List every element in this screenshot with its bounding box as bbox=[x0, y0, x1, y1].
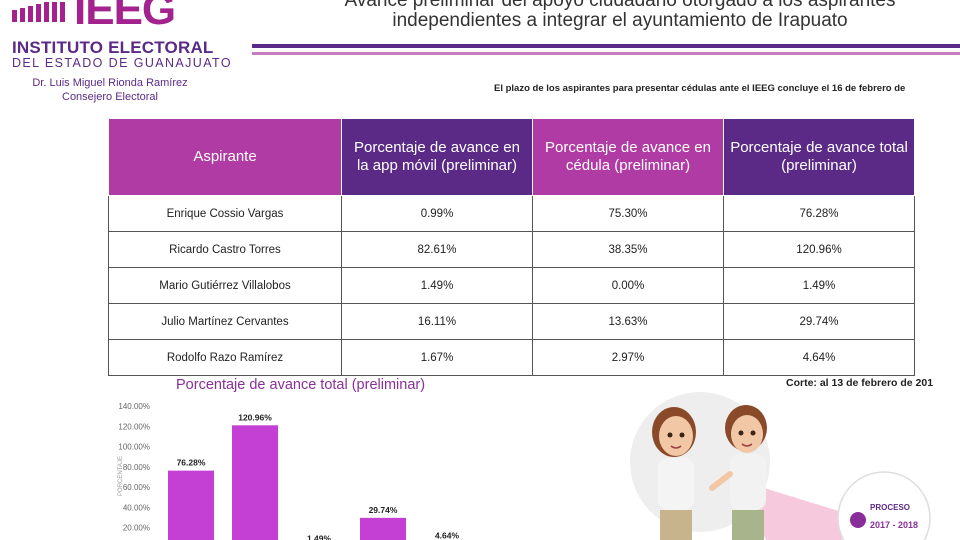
cell-cedula: 38.35% bbox=[532, 231, 724, 268]
table-row: Mario Gutiérrez Villalobos 1.49% 0.00% 1… bbox=[108, 267, 915, 304]
cell-cedula: 0.00% bbox=[532, 267, 724, 304]
y-tick-label: 80.00% bbox=[123, 463, 150, 472]
badge-text-1: PROCESO bbox=[870, 503, 910, 512]
chart-bar bbox=[232, 425, 278, 540]
cell-total: 120.96% bbox=[723, 231, 915, 268]
title-divider-dark bbox=[252, 44, 960, 48]
header-app: Porcentaje de avance en la app móvil (pr… bbox=[341, 118, 533, 196]
page-title-line-1: Avance preliminar del apoyo ciudadano ot… bbox=[344, 0, 896, 11]
pointing-arm-icon bbox=[709, 471, 733, 491]
page-title-line-2: independientes a integrar el ayuntamient… bbox=[392, 10, 848, 31]
person-role: Consejero Electoral bbox=[62, 91, 158, 103]
cell-name: Enrique Cossio Vargas bbox=[108, 195, 342, 232]
cell-name: Julio Martínez Cervantes bbox=[108, 303, 342, 340]
cell-cedula: 75.30% bbox=[532, 195, 724, 232]
y-tick-label: 20.00% bbox=[123, 524, 150, 533]
bar-data-label: 76.28% bbox=[177, 458, 206, 468]
bar-data-label: 120.96% bbox=[238, 412, 272, 422]
progress-table: Aspirante Porcentaje de avance en la app… bbox=[108, 118, 915, 376]
characters-illustration: PROCESO 2017 - 2018 bbox=[630, 392, 931, 540]
cell-total: 29.74% bbox=[723, 303, 915, 340]
y-tick-label: 120.00% bbox=[118, 422, 150, 431]
logo-text: IEEG bbox=[74, 0, 176, 34]
table-row: Ricardo Castro Torres 82.61% 38.35% 120.… bbox=[108, 231, 915, 268]
header-total: Porcentaje de avance total (preliminar) bbox=[723, 118, 915, 196]
man-pants-icon bbox=[732, 510, 764, 540]
chart-bar bbox=[168, 470, 214, 540]
woman-shirt-icon bbox=[658, 458, 694, 510]
cell-cedula: 13.63% bbox=[532, 303, 724, 340]
y-tick-label: 140.00% bbox=[118, 402, 150, 411]
bar-data-label: 4.64% bbox=[435, 530, 460, 540]
institution-name: INSTITUTO ELECTORAL bbox=[12, 38, 214, 57]
woman-face-icon bbox=[659, 416, 693, 456]
bar-data-label: 29.74% bbox=[369, 505, 398, 515]
badge-text-2: 2017 - 2018 bbox=[870, 520, 918, 530]
table-row: Julio Martínez Cervantes 16.11% 13.63% 2… bbox=[108, 303, 915, 340]
cell-name: Ricardo Castro Torres bbox=[108, 231, 342, 268]
chart-title: Porcentaje de avance total (preliminar) bbox=[176, 377, 426, 393]
cell-name: Mario Gutiérrez Villalobos bbox=[108, 267, 342, 304]
man-face-icon bbox=[731, 415, 763, 453]
deadline-notice: El plazo de los aspirantes para presenta… bbox=[494, 83, 906, 94]
y-tick-label: 40.00% bbox=[123, 503, 150, 512]
person-name: Dr. Luis Miguel Rionda Ramírez bbox=[32, 77, 188, 89]
cell-app: 16.11% bbox=[341, 303, 533, 340]
total-progress-bar-chart: 140.00% 120.00% 100.00% 80.00% 60.00% 40.00% 2… bbox=[118, 402, 460, 540]
table-header-row: Aspirante Porcentaje de avance en la app… bbox=[108, 118, 915, 196]
cell-app: 0.99% bbox=[341, 195, 533, 232]
logo-bars-icon bbox=[12, 0, 72, 24]
cell-app: 1.49% bbox=[341, 267, 533, 304]
table-row: Enrique Cossio Vargas 0.99% 75.30% 76.28… bbox=[108, 195, 915, 232]
bar-data-label: 1.49% bbox=[307, 533, 332, 540]
chart-bar bbox=[360, 517, 406, 540]
header-cedula: Porcentaje de avance en cédula (prelimin… bbox=[532, 118, 724, 196]
badge-mark-icon bbox=[850, 512, 866, 528]
cell-total: 76.28% bbox=[723, 195, 915, 232]
title-divider-light bbox=[252, 52, 960, 55]
cell-cedula: 2.97% bbox=[532, 339, 724, 376]
cell-total: 4.64% bbox=[723, 339, 915, 376]
cell-app: 82.61% bbox=[341, 231, 533, 268]
cell-name: Rodolfo Razo Ramírez bbox=[108, 339, 342, 376]
cell-app: 1.67% bbox=[341, 339, 533, 376]
man-shirt-icon bbox=[730, 454, 766, 510]
institution-subtitle: DEL ESTADO DE GUANAJUATO bbox=[12, 56, 232, 70]
y-tick-label: 60.00% bbox=[123, 483, 150, 492]
woman-pants-icon bbox=[660, 510, 692, 540]
cell-total: 1.49% bbox=[723, 267, 915, 304]
y-axis-label: PORCENTAJE bbox=[118, 456, 124, 496]
header-aspirante: Aspirante bbox=[108, 118, 342, 196]
cutoff-date: Corte: al 13 de febrero de 201 bbox=[786, 377, 934, 389]
table-row: Rodolfo Razo Ramírez 1.67% 2.97% 4.64% bbox=[108, 339, 915, 376]
y-tick-label: 100.00% bbox=[118, 443, 150, 452]
